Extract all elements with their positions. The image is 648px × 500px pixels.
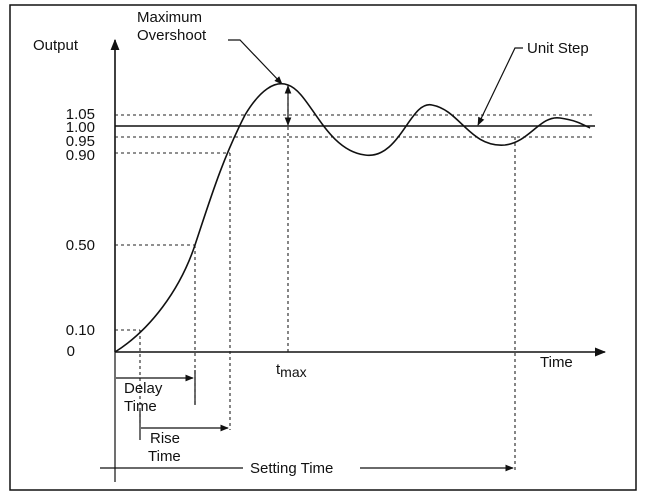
x-axis-label: Time	[540, 354, 573, 371]
delay-label: Time	[124, 398, 157, 415]
overshoot-label: Maximum	[137, 9, 202, 26]
level-label: 0.90	[66, 147, 95, 164]
level-label: 1.05	[66, 106, 95, 123]
level-label: 1.00	[66, 119, 95, 136]
level-label: 0.10	[66, 322, 95, 339]
overshoot-label: Overshoot	[137, 27, 207, 44]
level-lines	[115, 114, 595, 331]
delay-label: Delay	[124, 380, 163, 397]
unit-step-label: Unit Step	[527, 40, 589, 57]
overshoot-leader	[228, 39, 283, 85]
time-lines	[139, 85, 516, 472]
response-curve	[114, 83, 591, 353]
level-label: 0.95	[66, 133, 95, 150]
setting-label: Setting Time	[250, 460, 333, 477]
level-label: 0.50	[66, 237, 95, 254]
frame	[9, 4, 637, 491]
level-label: 0	[67, 343, 75, 360]
rise-label: Rise	[150, 430, 180, 447]
unit-step-leader	[477, 47, 523, 126]
y-levels: 1.05 1.00 0.95 0.90 0.50 0.10 0	[66, 106, 95, 360]
rise-label: Time	[148, 448, 181, 465]
y-axis-label: Output	[33, 37, 79, 54]
tmax-label: tmax	[276, 361, 307, 380]
